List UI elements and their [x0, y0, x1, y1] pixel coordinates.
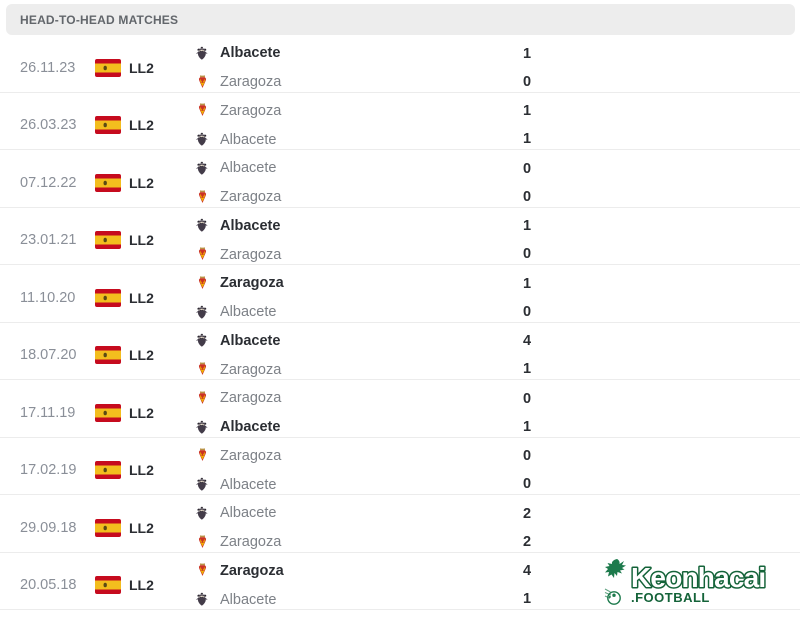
svg-text:Keonhacai: Keonhacai [631, 562, 765, 593]
svg-text:.FOOTBALL: .FOOTBALL [631, 590, 710, 605]
